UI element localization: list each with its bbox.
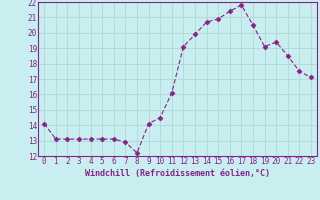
X-axis label: Windchill (Refroidissement éolien,°C): Windchill (Refroidissement éolien,°C) — [85, 169, 270, 178]
